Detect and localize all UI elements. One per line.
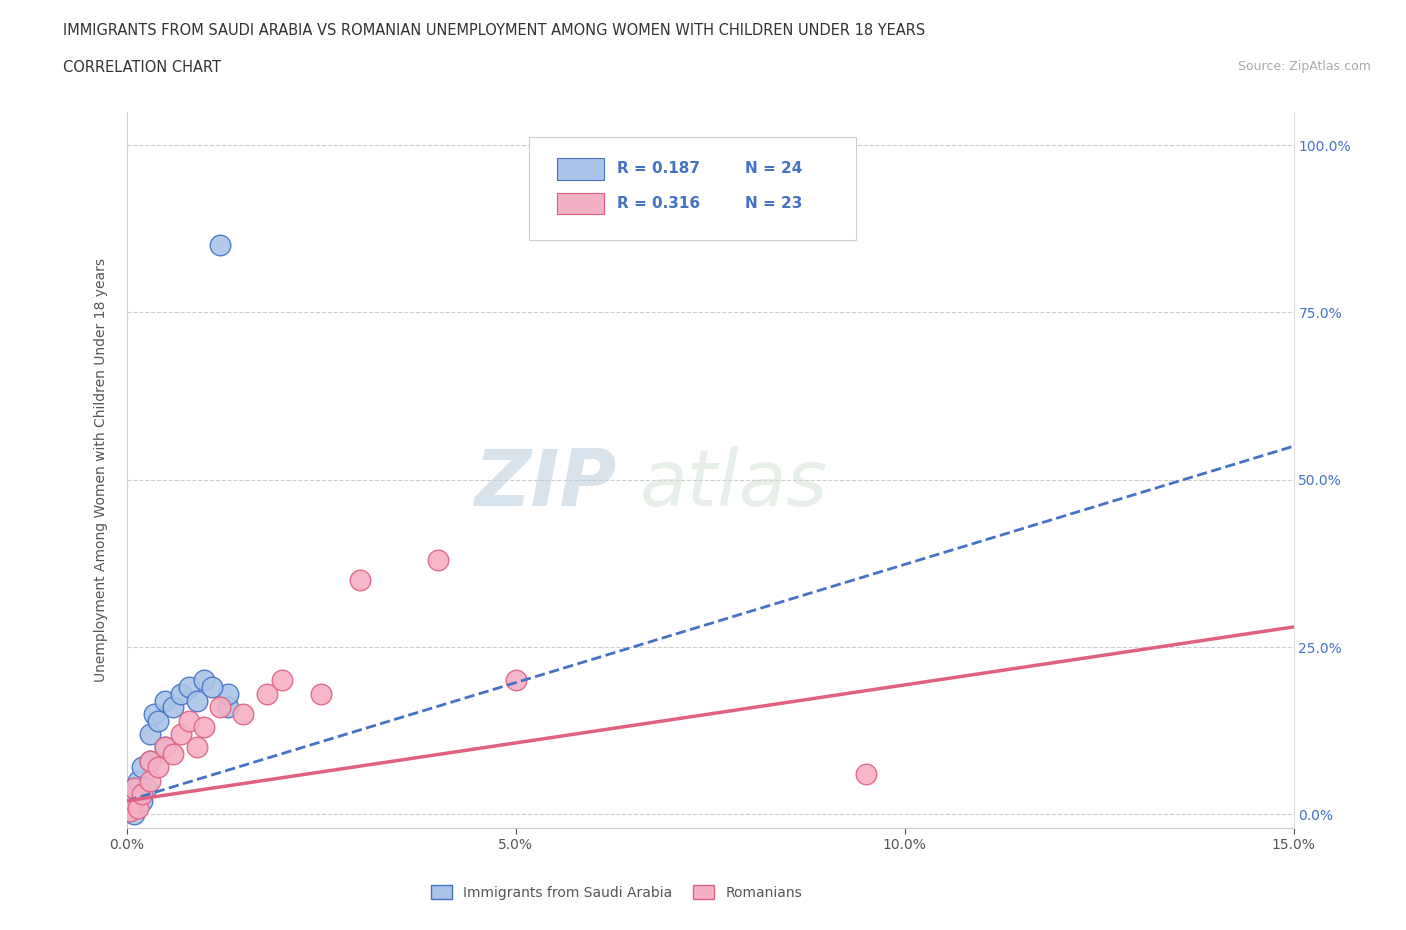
Point [155, 693, 177, 708]
FancyBboxPatch shape [529, 137, 856, 241]
Point [120, 804, 142, 818]
Point [193, 673, 215, 688]
Point [855, 766, 877, 781]
Point [124, 793, 146, 808]
Point [256, 686, 278, 701]
Point [125, 793, 148, 808]
Point [120, 804, 142, 818]
Point [139, 753, 162, 768]
Point [309, 686, 332, 701]
Text: Source: ZipAtlas.com: Source: ZipAtlas.com [1237, 60, 1371, 73]
Point [186, 693, 208, 708]
Text: N = 24: N = 24 [745, 162, 803, 177]
Text: R = 0.316: R = 0.316 [617, 195, 700, 211]
Point [177, 713, 200, 728]
Point [146, 760, 169, 775]
Text: N = 23: N = 23 [745, 195, 803, 211]
Text: atlas: atlas [640, 446, 828, 522]
Point [186, 740, 208, 755]
Point [349, 573, 371, 588]
Legend: Immigrants from Saudi Arabia, Romanians: Immigrants from Saudi Arabia, Romanians [425, 878, 808, 907]
Point [139, 726, 162, 741]
Point [131, 760, 153, 775]
Point [135, 780, 157, 795]
Text: IMMIGRANTS FROM SAUDI ARABIA VS ROMANIAN UNEMPLOYMENT AMONG WOMEN WITH CHILDREN : IMMIGRANTS FROM SAUDI ARABIA VS ROMANIAN… [63, 23, 925, 38]
Point [162, 699, 184, 714]
Point [139, 753, 162, 768]
Point [131, 793, 153, 808]
Text: R = 0.187: R = 0.187 [617, 162, 700, 177]
Point [121, 800, 143, 815]
Point [124, 780, 146, 795]
Y-axis label: Unemployment Among Women with Children Under 18 years: Unemployment Among Women with Children U… [94, 258, 108, 682]
Point [162, 747, 184, 762]
Point [426, 552, 449, 567]
FancyBboxPatch shape [557, 158, 603, 179]
Point [124, 807, 146, 822]
Point [155, 740, 177, 755]
Point [232, 707, 254, 722]
Point [217, 699, 239, 714]
Point [193, 720, 215, 735]
Point [170, 686, 193, 701]
Text: CORRELATION CHART: CORRELATION CHART [63, 60, 221, 75]
Point [271, 673, 294, 688]
Point [208, 238, 231, 253]
Point [170, 726, 193, 741]
Point [131, 787, 153, 802]
Point [505, 673, 527, 688]
Point [127, 800, 149, 815]
Point [139, 774, 162, 789]
Point [146, 713, 169, 728]
Point [177, 680, 200, 695]
Point [142, 707, 165, 722]
Point [201, 680, 224, 695]
Point [127, 774, 149, 789]
Point [124, 787, 146, 802]
FancyBboxPatch shape [557, 193, 603, 214]
Point [155, 740, 177, 755]
Point [208, 699, 231, 714]
Text: ZIP: ZIP [474, 446, 617, 522]
Point [217, 686, 239, 701]
